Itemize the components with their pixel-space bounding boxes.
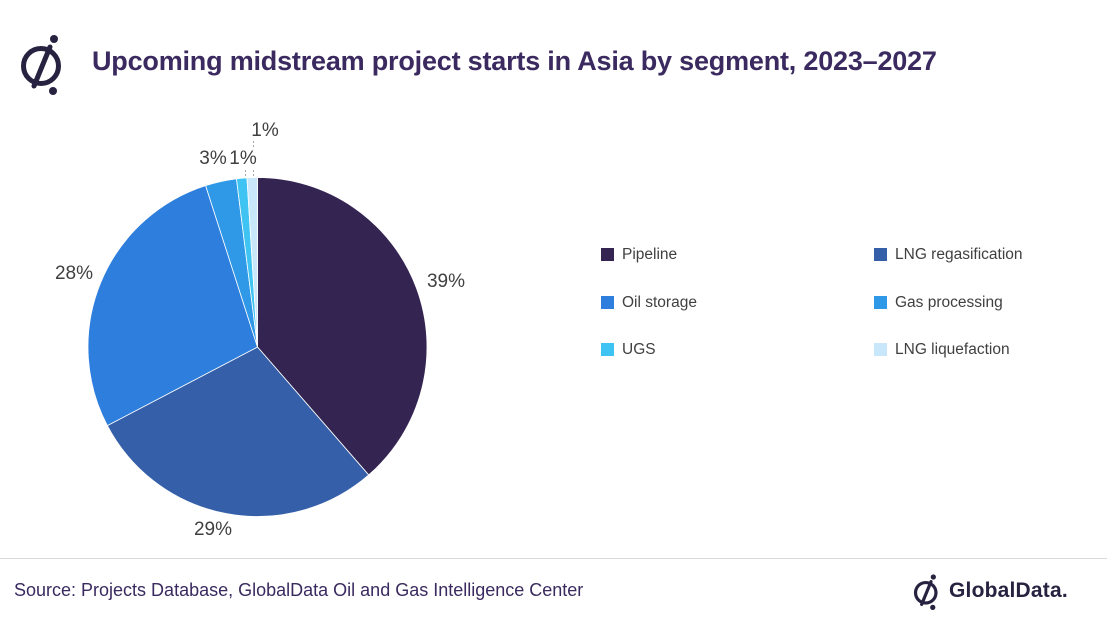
legend-item-ugs: UGS (601, 340, 656, 359)
page-title: Upcoming midstream project starts in Asi… (92, 46, 937, 76)
pie-label-lng-liquefaction: 1% (251, 120, 279, 141)
brand-wordmark: GlobalData. (949, 578, 1068, 602)
legend-swatch-icon (874, 296, 887, 309)
pie-slice-pipeline (257, 177, 428, 476)
legend-item-oil-storage: Oil storage (601, 293, 697, 312)
legend-label: LNG liquefaction (895, 340, 1010, 358)
pie-slice-lng-liquefaction (246, 177, 258, 348)
legend-swatch-icon (601, 248, 614, 261)
footer-divider (0, 558, 1107, 559)
footer-brand: GlobalData. (905, 568, 1100, 613)
pie-label-oil-storage: 28% (54, 263, 94, 284)
pie-slice-oil-storage (87, 185, 258, 427)
pie-label-lng-regasification: 29% (193, 519, 233, 540)
globaldata-logo-icon (21, 35, 61, 95)
legend-item-lng-liquefaction: LNG liquefaction (874, 340, 1010, 359)
legend-label: UGS (622, 340, 656, 358)
legend-item-pipeline: Pipeline (601, 245, 677, 264)
pie-label-pipeline: 39% (426, 271, 466, 292)
legend-label: Gas processing (895, 293, 1003, 311)
legend-swatch-icon (601, 343, 614, 356)
legend-item-gas-processing: Gas processing (874, 293, 1003, 312)
source-text: Source: Projects Database, GlobalData Oi… (14, 580, 584, 600)
legend-swatch-icon (874, 343, 887, 356)
legend-swatch-icon (601, 296, 614, 309)
legend-label: Pipeline (622, 245, 678, 263)
pie-label-gas-processing: 3% (199, 148, 227, 169)
globaldata-mark-icon (913, 573, 938, 610)
pie-slice-lng-regasification (106, 346, 370, 517)
pie-label-ugs: 1% (229, 148, 257, 169)
legend-label: LNG regasification (895, 245, 1023, 263)
legend-item-lng-regasification: LNG regasification (874, 245, 1023, 264)
legend-swatch-icon (874, 248, 887, 261)
legend-label: Oil storage (622, 293, 697, 311)
